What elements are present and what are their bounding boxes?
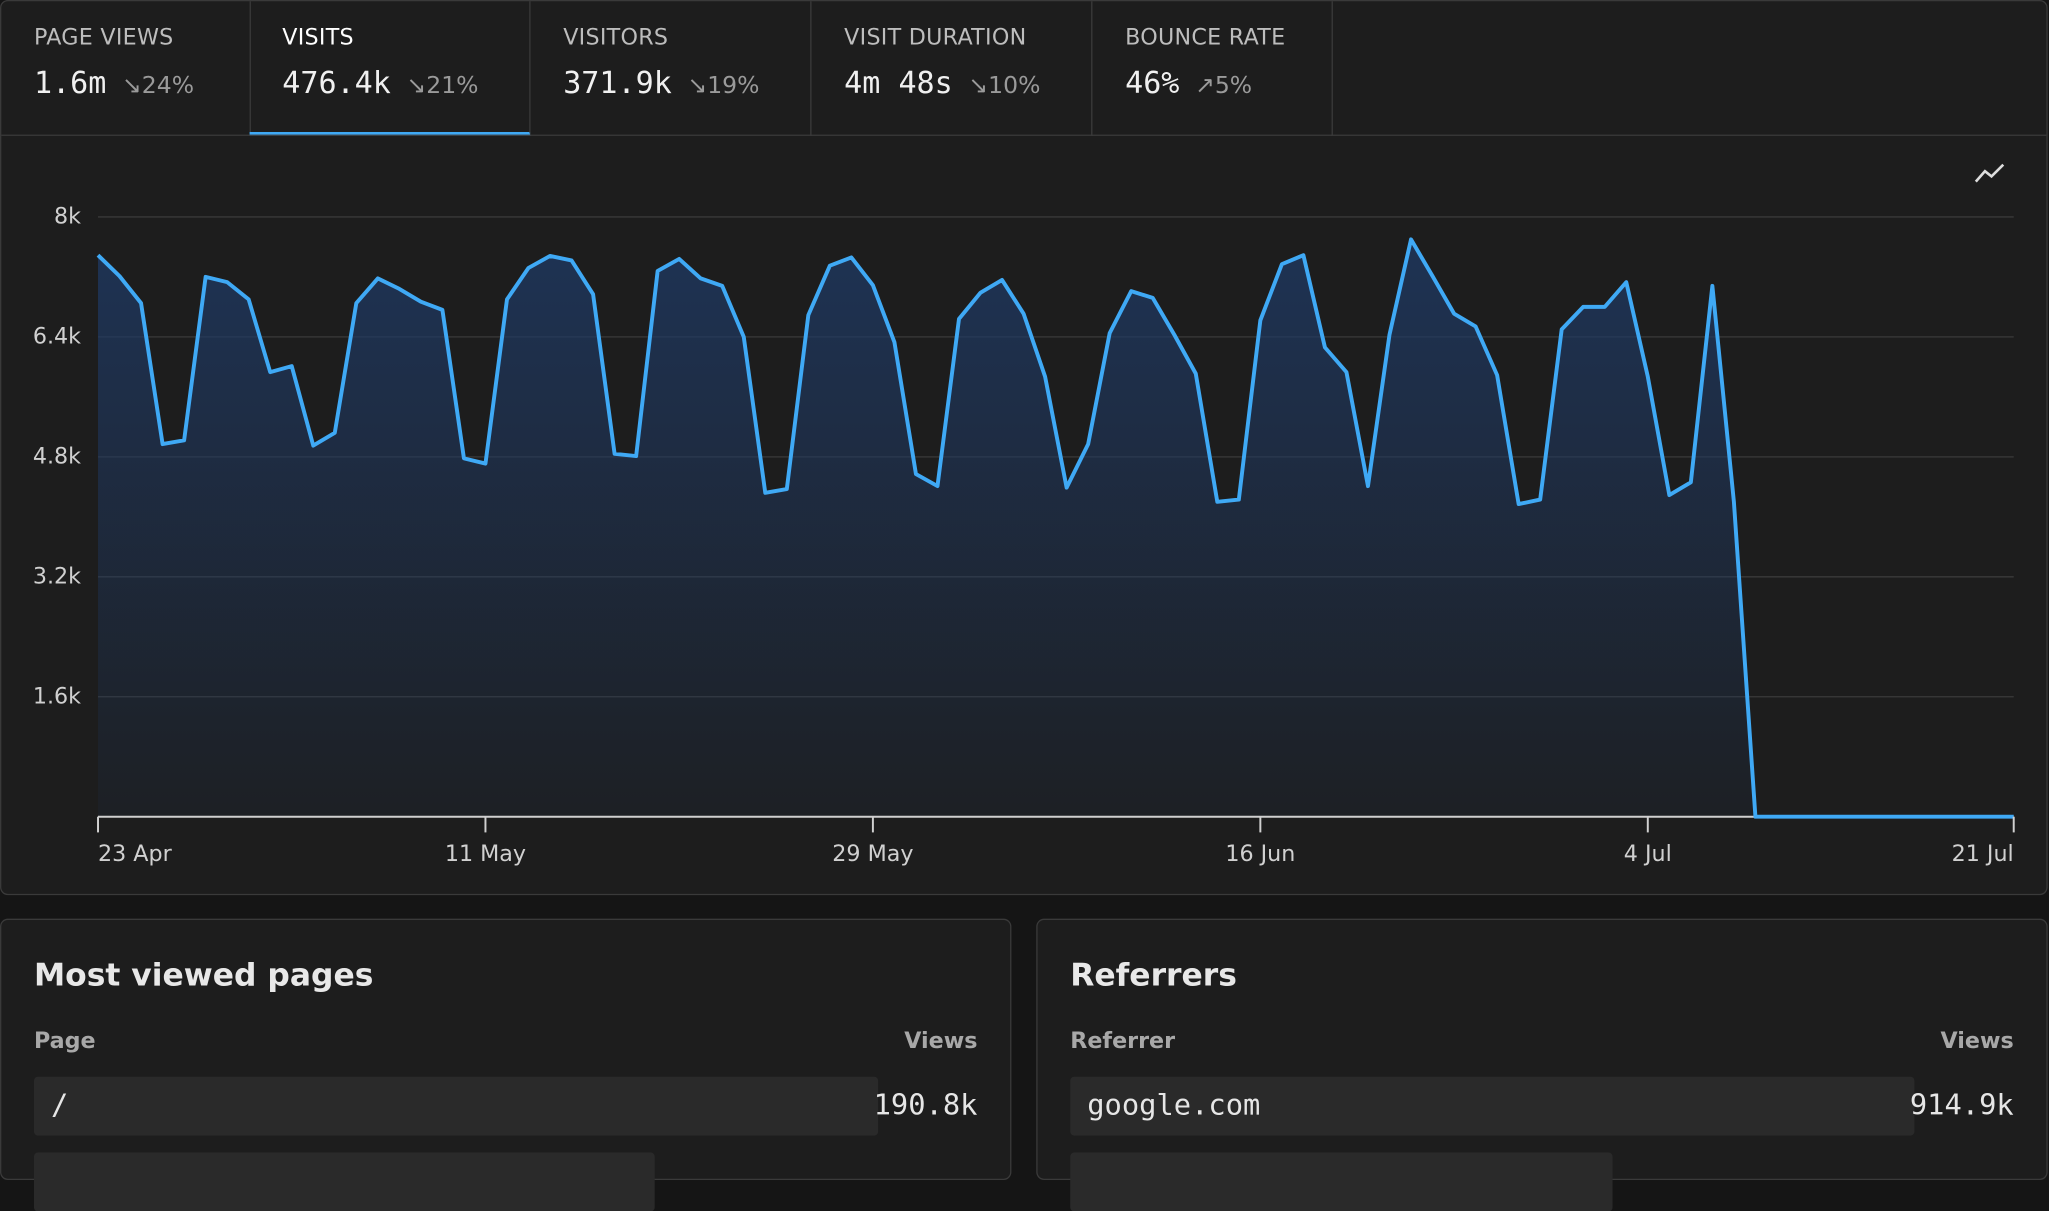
stat-tab[interactable]: VISITS 476.4k ↘21% — [249, 1, 531, 136]
stat-value: 476.4k — [282, 66, 391, 101]
row-label[interactable]: / — [50, 1089, 69, 1123]
y-tick-label: 3.2k — [33, 563, 81, 589]
stat-tab[interactable]: VISIT DURATION 4m 48s ↘10% — [811, 1, 1093, 136]
pages-panel: Most viewed pages Page Views / 190.8k — [0, 918, 1012, 1211]
y-tick-label: 8k — [54, 203, 81, 229]
stat-change: ↘24% — [122, 71, 195, 100]
row-bar — [33, 1076, 879, 1136]
stat-label: PAGE VIEWS — [33, 24, 174, 51]
stat-value: 4m 48s — [844, 66, 953, 101]
area-fill — [98, 239, 2014, 817]
chart: 1.6k 3.2k 4.8k 6.4k 8k 23 Apr 11 May 29 May 16 J… — [33, 163, 2015, 867]
column-header: Views — [904, 1028, 978, 1055]
y-tick-label: 1.6k — [33, 683, 81, 709]
stat-value: 1.6m — [33, 66, 107, 101]
line — [96, 237, 2014, 819]
stat-change-text: 5% — [1214, 71, 1253, 100]
stat-label: VISITS — [282, 24, 354, 51]
row-value: 190.8k — [873, 1089, 978, 1123]
row-bar — [1070, 1076, 1915, 1136]
stat-value: 46% — [1125, 66, 1180, 101]
row-label[interactable]: google.com — [1087, 1089, 1261, 1123]
stat-change-text: 21% — [426, 71, 479, 100]
stat-change-text: 19% — [707, 71, 760, 100]
x-tick-label: 23 Apr — [98, 841, 173, 867]
stat-label: BOUNCE RATE — [1125, 24, 1286, 51]
column-header: Referrer — [1070, 1028, 1176, 1055]
stat-tab[interactable]: VISITORS 371.9k ↘19% — [531, 1, 812, 136]
x-tick-label: 16 Jun — [1225, 841, 1295, 867]
row-value: 914.9k — [1909, 1089, 2014, 1123]
chart-type-icon[interactable] — [1974, 163, 2005, 183]
referrers-panel: Referrers Referrer Views google.com 914.… — [1036, 918, 2048, 1211]
stat-tab[interactable]: BOUNCE RATE 46% ↗5% — [1092, 1, 1333, 136]
panel-title: Referrers — [1070, 956, 1237, 994]
y-tick-label: 4.8k — [33, 443, 81, 469]
stat-change: ↘21% — [406, 71, 479, 100]
stat-change-text: 24% — [141, 71, 195, 100]
x-tick-label: 4 Jul — [1624, 841, 1672, 867]
row-bar — [1070, 1152, 1613, 1211]
x-tick-label: 29 May — [832, 841, 913, 867]
stat-change-text: 10% — [988, 71, 1041, 100]
row-bar — [33, 1152, 655, 1211]
panel-title: Most viewed pages — [33, 956, 374, 994]
y-tick-label: 6.4k — [33, 323, 81, 349]
x-tick-label: 11 May — [445, 841, 526, 867]
column-header: Page — [33, 1028, 96, 1055]
column-header: Views — [1940, 1028, 2014, 1055]
x-tick-label: 21 Jul — [1952, 841, 2014, 867]
stat-tab[interactable]: PAGE VIEWS 1.6m ↘24% — [1, 1, 251, 136]
stat-change: ↘19% — [687, 71, 760, 100]
stat-value: 371.9k — [563, 66, 672, 101]
stat-change: ↗5% — [1195, 71, 1253, 100]
stat-label: VISIT DURATION — [844, 24, 1027, 51]
divider — [1, 134, 2047, 136]
stat-label: VISITORS — [563, 24, 669, 51]
stat-change: ↘10% — [968, 71, 1041, 100]
